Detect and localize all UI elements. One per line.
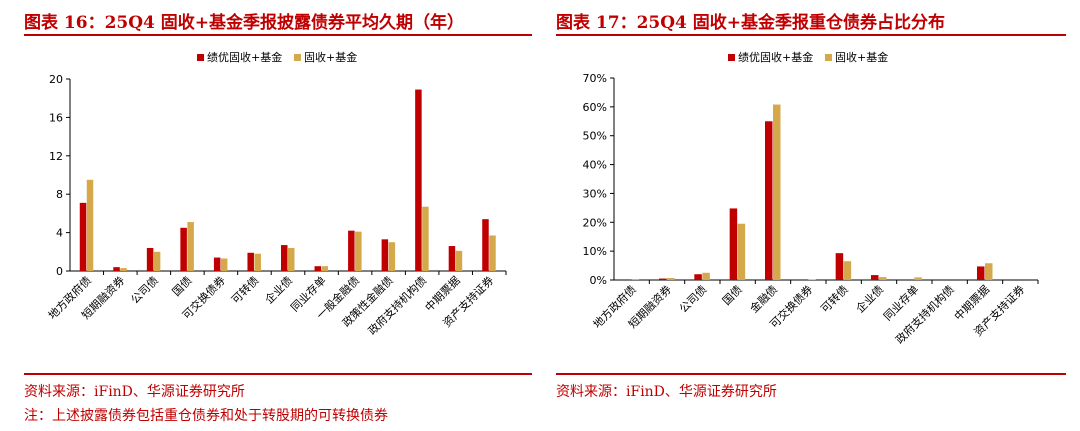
y-tick-label: 20%: [583, 216, 607, 229]
x-tick-label: 可转债: [818, 282, 851, 315]
source-rule: [556, 373, 1066, 375]
y-tick-label: 4: [56, 227, 63, 240]
bar: [146, 247, 154, 271]
bar: [254, 253, 261, 271]
bar: [180, 227, 187, 271]
bar: [388, 242, 396, 271]
y-tick-label: 0: [56, 265, 63, 278]
bar: [187, 222, 194, 271]
bar: [729, 208, 738, 280]
y-tick-label: 70%: [583, 72, 607, 85]
x-tick-label: 政府支持机构债: [365, 273, 429, 337]
bar: [86, 179, 94, 271]
legend-label: 固收+基金: [304, 50, 357, 64]
y-tick-label: 0%: [590, 274, 607, 287]
chart-title: 图表 16：25Q4 固收+基金季报披露债券平均久期（年）: [24, 13, 465, 33]
bar: [153, 251, 161, 271]
bar: [120, 268, 127, 271]
legend-label: 固收+基金: [835, 50, 888, 64]
x-tick-label: 金融债: [747, 282, 780, 315]
source-rule: [24, 373, 532, 375]
chart-panel-right: 图表 17：25Q4 固收+基金季报重仓债券占比分布 绩优固收+基金 固收+基金 0…: [548, 0, 1080, 431]
bar: [455, 250, 463, 271]
x-tick-label: 国债: [719, 282, 744, 307]
source-text: 资料来源：iFinD、华源证券研究所: [24, 384, 245, 400]
x-tick-label: 国债: [169, 273, 194, 298]
y-tick-label: 12: [49, 150, 63, 163]
chart-title: 图表 17：25Q4 固收+基金季报重仓债券占比分布: [556, 13, 946, 33]
bar: [213, 257, 221, 271]
bar: [489, 235, 496, 271]
bar: [355, 231, 362, 271]
x-tick-label: 企业债: [262, 273, 295, 306]
legend-label: 绩优固收+基金: [738, 50, 813, 64]
bar: [321, 266, 329, 271]
bar: [422, 206, 429, 271]
bar: [977, 266, 985, 280]
y-tick-label: 20: [49, 73, 63, 86]
title-rule: [556, 34, 1066, 36]
legend-swatch: [197, 54, 204, 61]
y-tick-label: 40%: [583, 159, 607, 172]
bar: [737, 223, 746, 280]
bar: [914, 277, 922, 280]
y-tick-label: 30%: [583, 187, 607, 200]
bar: [667, 277, 675, 280]
legend-swatch: [728, 54, 735, 61]
bar: [113, 267, 120, 271]
bar: [879, 277, 887, 280]
bar: [281, 245, 288, 271]
bar: [773, 104, 781, 280]
bar-chart-share: 绩优固收+基金 固收+基金0%10%20%30%40%50%60%70%地方政府债…: [583, 50, 1039, 347]
bar: [808, 279, 816, 280]
chart-panel-left: 图表 16：25Q4 固收+基金季报披露债券平均久期（年） 绩优固收+基金 固收+…: [24, 13, 532, 424]
bar: [247, 252, 254, 271]
note-text: 注：上述披露债券包括重仓债券和处于转股期的可转换债券: [24, 408, 388, 424]
legend-label: 绩优固收+基金: [207, 50, 282, 64]
y-tick-label: 8: [56, 188, 63, 201]
bar: [79, 202, 87, 271]
bar: [220, 258, 228, 271]
bar: [482, 219, 489, 271]
y-tick-label: 50%: [583, 130, 607, 143]
bar: [448, 246, 456, 271]
x-tick-label: 公司债: [128, 273, 161, 306]
x-tick-label: 可转债: [228, 273, 261, 306]
y-tick-label: 10%: [583, 245, 607, 258]
bar: [765, 121, 773, 281]
legend-swatch: [825, 54, 832, 61]
bar: [314, 266, 322, 271]
source-text: 资料来源：iFinD、华源证券研究所: [556, 384, 777, 400]
y-tick-label: 60%: [583, 101, 607, 114]
bar: [694, 274, 702, 280]
bar: [415, 89, 422, 271]
bar: [659, 278, 667, 280]
bar: [702, 272, 710, 280]
bar: [835, 253, 844, 280]
bar: [348, 230, 355, 271]
legend-swatch: [294, 54, 301, 61]
bar: [381, 239, 389, 271]
y-tick-label: 16: [49, 111, 63, 124]
bar: [985, 263, 993, 280]
bar: [288, 247, 295, 271]
x-tick-label: 公司债: [676, 282, 709, 315]
bar: [631, 279, 640, 280]
x-tick-label: 企业债: [853, 282, 886, 315]
bar: [871, 275, 879, 280]
title-rule: [24, 34, 532, 36]
bar: [843, 261, 852, 280]
